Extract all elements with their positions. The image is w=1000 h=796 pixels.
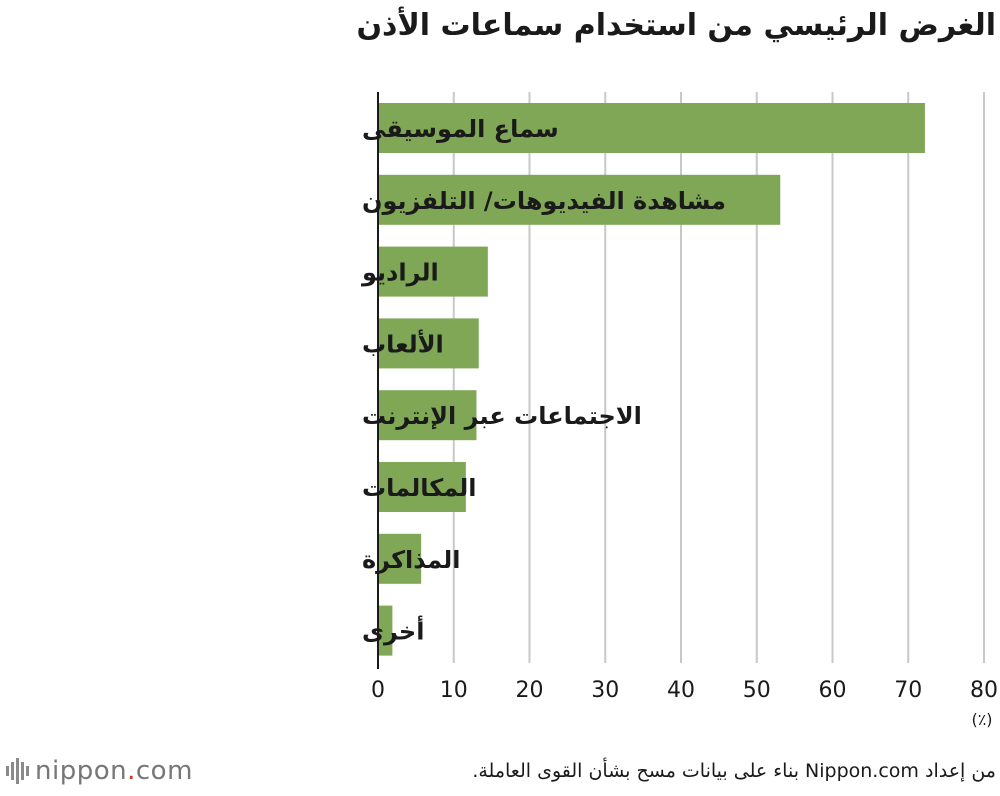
- logo-dot: .: [127, 756, 136, 786]
- x-tick-label: 50: [743, 678, 771, 703]
- bar: [378, 390, 477, 441]
- x-tick-label: 80: [970, 678, 998, 703]
- x-tick-label: 0: [371, 678, 385, 703]
- logo-tld: com: [135, 756, 193, 786]
- category-labels: سماع الموسيقى مشاهدة الفيديوهات/ التلفزيو…: [361, 115, 726, 646]
- bar: [378, 533, 422, 584]
- bar: [378, 462, 466, 512]
- x-tick-label: 40: [667, 678, 695, 703]
- category-label: سماع الموسيقى: [362, 115, 559, 143]
- category-label: الألعاب: [362, 329, 444, 358]
- x-axis-unit: (٪): [971, 710, 992, 729]
- logo-wordmark: nippon.com: [35, 756, 193, 786]
- bars: [378, 103, 925, 656]
- category-label: الاجتماعات عبر الإنترنت: [362, 402, 642, 430]
- source-note: من إعداد Nippon.com بناء على بيانات مسح …: [472, 760, 996, 782]
- nippon-logo: nippon.com: [6, 756, 193, 786]
- category-label: المذاكرة: [362, 546, 460, 574]
- x-tick-label: 30: [591, 678, 619, 703]
- logo-name: nippon: [35, 756, 128, 786]
- category-label: المكالمات: [362, 474, 477, 502]
- category-label: أخرى: [362, 616, 424, 646]
- logo-mark-icon: [6, 757, 29, 785]
- x-tick-label: 60: [819, 678, 847, 703]
- bar-chart: سماع الموسيقى مشاهدة الفيديوهات/ التلفزيو…: [361, 92, 998, 729]
- category-label: الراديو: [361, 259, 439, 287]
- x-tick-labels: 0 10 20 30 40 50 60 70 80: [371, 678, 998, 703]
- bar: [378, 318, 479, 369]
- x-tick-label: 10: [440, 678, 468, 703]
- chart-title: الغرض الرئيسي من استخدام سماعات الأذن: [356, 8, 996, 43]
- category-label: مشاهدة الفيديوهات/ التلفزيون: [362, 187, 726, 215]
- bar: [378, 174, 781, 225]
- x-tick-label: 20: [516, 678, 544, 703]
- bar: [378, 605, 393, 656]
- bar: [378, 246, 488, 297]
- x-tick-label: 70: [894, 678, 922, 703]
- bar: [378, 103, 925, 153]
